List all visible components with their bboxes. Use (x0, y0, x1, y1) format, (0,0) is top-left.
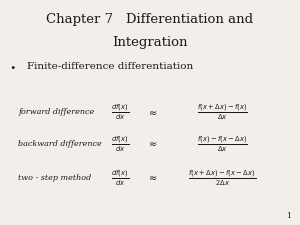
Text: $\frac{f(x+\Delta x)-f(x-\Delta x)}{2\Delta x}$: $\frac{f(x+\Delta x)-f(x-\Delta x)}{2\De… (188, 168, 256, 188)
Text: $\bullet$: $\bullet$ (9, 62, 16, 71)
Text: Integration: Integration (112, 36, 188, 49)
Text: backward difference: backward difference (18, 140, 102, 148)
Text: $\frac{df(x)}{dx}$: $\frac{df(x)}{dx}$ (111, 103, 129, 122)
Text: $\approx$: $\approx$ (148, 108, 158, 117)
Text: two - step method: two - step method (18, 174, 91, 182)
Text: $\frac{df(x)}{dx}$: $\frac{df(x)}{dx}$ (111, 168, 129, 188)
Text: Chapter 7   Differentiation and: Chapter 7 Differentiation and (46, 14, 253, 27)
Text: $\frac{df(x)}{dx}$: $\frac{df(x)}{dx}$ (111, 134, 129, 154)
Text: $\approx$: $\approx$ (148, 173, 158, 182)
Text: $\frac{f(x+\Delta x)-f(x)}{\Delta x}$: $\frac{f(x+\Delta x)-f(x)}{\Delta x}$ (196, 103, 247, 122)
Text: 1: 1 (286, 212, 291, 220)
Text: forward difference: forward difference (18, 108, 94, 117)
Text: $\frac{f(x)-f(x-\Delta x)}{\Delta x}$: $\frac{f(x)-f(x-\Delta x)}{\Delta x}$ (196, 134, 247, 154)
Text: $\approx$: $\approx$ (148, 140, 158, 148)
Text: Finite-difference differentiation: Finite-difference differentiation (27, 62, 193, 71)
